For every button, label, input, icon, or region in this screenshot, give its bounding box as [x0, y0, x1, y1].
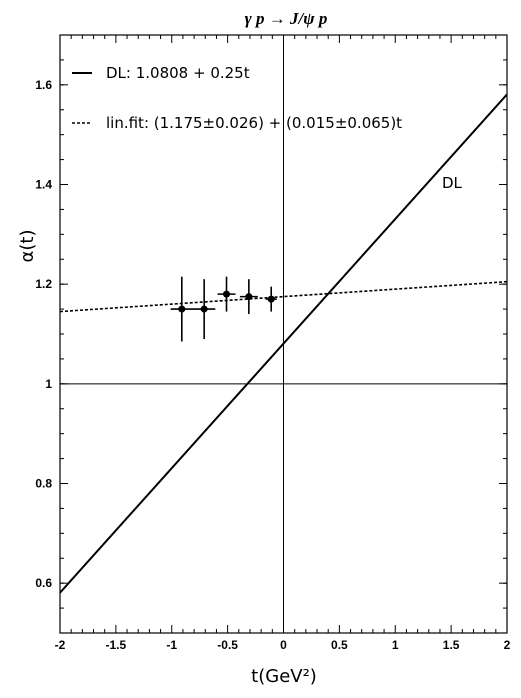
y-tick-label: 1: [45, 377, 52, 391]
y-tick-label: 1.6: [35, 78, 52, 92]
x-tick-label: -2: [55, 638, 66, 652]
data-point: [245, 293, 253, 301]
legend-fit-label: lin.fit: (1.175±0.026) + (0.015±0.065)t: [106, 114, 402, 132]
x-tick-label: 0.5: [331, 638, 348, 652]
x-tick-label: -0.5: [217, 638, 238, 652]
x-tick-label: -1: [166, 638, 177, 652]
x-tick-label: 0: [280, 638, 287, 652]
x-tick-label: 1: [392, 638, 399, 652]
series-dl-line: [60, 93, 507, 594]
y-tick-label: 0.6: [35, 576, 52, 590]
legend-dl-label: DL: 1.0808 + 0.25t: [106, 64, 250, 82]
x-tick-label: 1.5: [443, 638, 460, 652]
dl-curve-annotation: DL: [442, 174, 463, 192]
chart-title: γ p → J/ψ p: [245, 9, 328, 28]
plot-frame: [59, 34, 508, 634]
data-point: [223, 290, 231, 298]
x-tick-label: 2: [504, 638, 511, 652]
x-tick-label: -1.5: [106, 638, 127, 652]
data-point: [200, 305, 208, 313]
data-point: [267, 295, 275, 303]
plot-area: -2 -1.5 -1 -0.5 0 0.5 1 1.5 2 0.6 0.8 1 1.2 1.4 1.6: [35, 34, 511, 652]
data-point: [178, 305, 186, 313]
y-axis-label: α(t): [17, 230, 38, 263]
y-tick-label: 1.4: [35, 178, 52, 192]
y-tick-label: 0.8: [35, 477, 52, 491]
y-tick-label: 1.2: [35, 277, 52, 291]
x-axis-label: t(GeV²): [251, 666, 317, 687]
